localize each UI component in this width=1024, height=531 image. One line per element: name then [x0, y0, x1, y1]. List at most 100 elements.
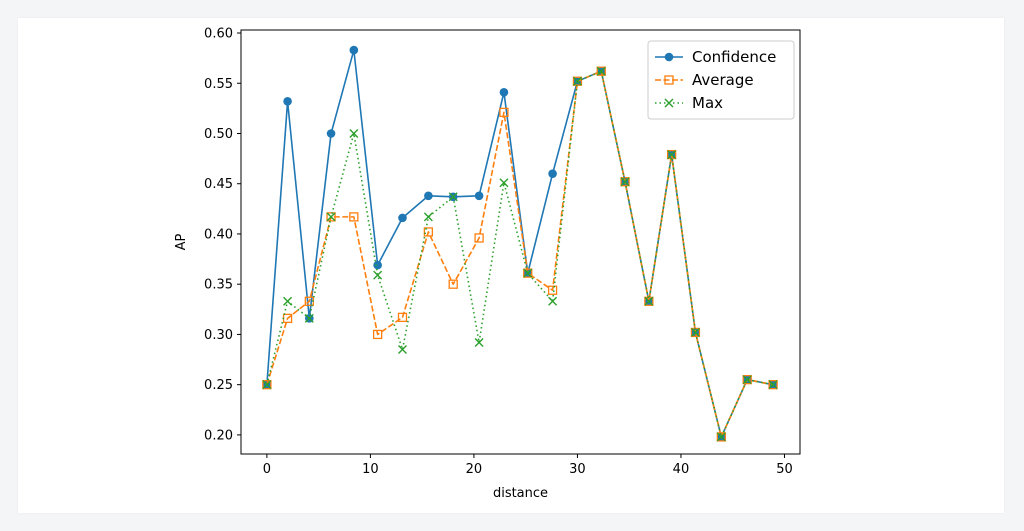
series-confidence-point	[499, 87, 509, 97]
legend-confidence-marker	[664, 52, 674, 62]
y-tick-label: 0.35	[204, 278, 233, 293]
series-confidence-point	[424, 191, 433, 201]
x-tick-label: 10	[362, 462, 379, 477]
x-tick-label: 30	[569, 462, 586, 477]
x-tick-label: 0	[263, 462, 271, 477]
series-max-point-stroke	[283, 296, 293, 306]
series-average-point	[499, 107, 509, 118]
series-max-point-stroke	[523, 268, 533, 278]
series-confidence-point	[326, 129, 336, 138]
series-max-point	[667, 150, 677, 160]
chart-card	[18, 18, 1004, 513]
series-confidence-point	[474, 191, 484, 201]
series-average-point	[372, 329, 383, 340]
series-confidence-point	[373, 260, 382, 270]
series-max-point	[373, 270, 383, 280]
series-max-point-stroke	[326, 212, 336, 222]
series-max-point	[326, 212, 336, 222]
legend-confidence-label: Confidence	[692, 48, 776, 66]
x-tick-label: 50	[776, 462, 793, 477]
legend-average-marker	[664, 75, 674, 85]
series-max-point-stroke	[572, 76, 582, 86]
series-average-point	[262, 380, 272, 390]
series-confidence-point	[349, 45, 359, 55]
series-max-point-stroke	[620, 177, 630, 187]
series-confidence-point	[398, 213, 407, 223]
y-tick-label: 0.55	[204, 77, 233, 92]
series-max-point-stroke	[742, 375, 752, 385]
legend-max-marker	[664, 98, 674, 108]
series-max-point-stroke	[499, 178, 509, 188]
y-tick-label: 0.20	[204, 428, 233, 443]
series-average-point	[474, 233, 484, 243]
series-confidence-point	[548, 169, 557, 178]
series-max-point-stroke	[448, 192, 458, 202]
series-max-point	[499, 178, 509, 188]
series-average-point	[423, 227, 434, 237]
series-max-point-stroke	[373, 270, 383, 280]
legend-max-marker-stroke	[664, 98, 674, 108]
series-average-point	[716, 432, 726, 442]
series-average-point	[768, 380, 778, 390]
series-max-point	[448, 192, 458, 202]
series-max-point	[262, 380, 272, 390]
legend: Confidence Average Max	[647, 40, 795, 120]
series-max-line	[266, 70, 774, 438]
y-axis-label: AP	[174, 233, 189, 250]
series-max-point-stroke	[768, 380, 778, 390]
y-tick-label: 0.50	[204, 127, 233, 142]
y-tick-label: 0.30	[204, 328, 233, 343]
legend-box	[647, 40, 795, 120]
x-tick-label: 40	[673, 462, 690, 477]
series-max-point	[548, 296, 558, 306]
y-axis-ticks: 0.20 0.25 0.30 0.35 0.40 0.45 0.50 0.55 0.60	[204, 27, 241, 443]
series-average-point	[596, 66, 606, 76]
series-max-point-stroke	[667, 150, 677, 160]
series-max-point-stroke	[644, 296, 654, 306]
series-max-point-stroke	[690, 327, 700, 337]
y-tick-label: 0.60	[204, 27, 233, 42]
series-max-point	[644, 296, 654, 306]
plot-marks	[262, 45, 778, 442]
series-max-point-stroke	[349, 128, 359, 138]
series-max-point	[349, 128, 359, 138]
series-max-point-stroke	[548, 296, 558, 306]
series-average	[262, 66, 778, 442]
series-average-point	[547, 285, 558, 295]
series-max-point	[742, 375, 752, 385]
plot-frame	[240, 29, 801, 455]
series-max-point	[690, 327, 700, 337]
legend-max-label: Max	[692, 94, 723, 112]
series-max-point-stroke	[304, 313, 314, 323]
x-axis-label: distance	[493, 486, 548, 501]
series-max-point-stroke	[596, 66, 606, 76]
series-max-point	[283, 296, 293, 306]
series-max-point-stroke	[262, 380, 272, 390]
series-max-point	[716, 432, 726, 442]
series-max-point	[620, 177, 630, 187]
series-max-point	[596, 66, 606, 76]
series-average-point	[326, 212, 336, 222]
series-max	[262, 66, 778, 442]
series-max-point	[768, 380, 778, 390]
series-max-point	[572, 76, 582, 86]
legend-average-label: Average	[692, 71, 754, 89]
y-tick-label: 0.40	[204, 227, 233, 242]
y-tick-label: 0.25	[204, 378, 233, 393]
series-average-point	[448, 279, 458, 289]
series-max-point	[523, 268, 533, 278]
series-max-point	[304, 313, 314, 323]
series-max-point-stroke	[716, 432, 726, 442]
series-max-point	[423, 212, 433, 222]
series-average-point	[742, 374, 752, 385]
series-average-point	[620, 177, 630, 187]
series-max-point	[474, 337, 484, 347]
series-max-point-stroke	[397, 345, 407, 355]
series-confidence-point	[283, 97, 292, 106]
series-max-point-stroke	[423, 212, 433, 222]
series-average-point	[349, 212, 359, 222]
x-tick-label: 20	[466, 462, 483, 477]
series-average-point	[523, 268, 533, 278]
y-tick-label: 0.45	[204, 177, 233, 192]
